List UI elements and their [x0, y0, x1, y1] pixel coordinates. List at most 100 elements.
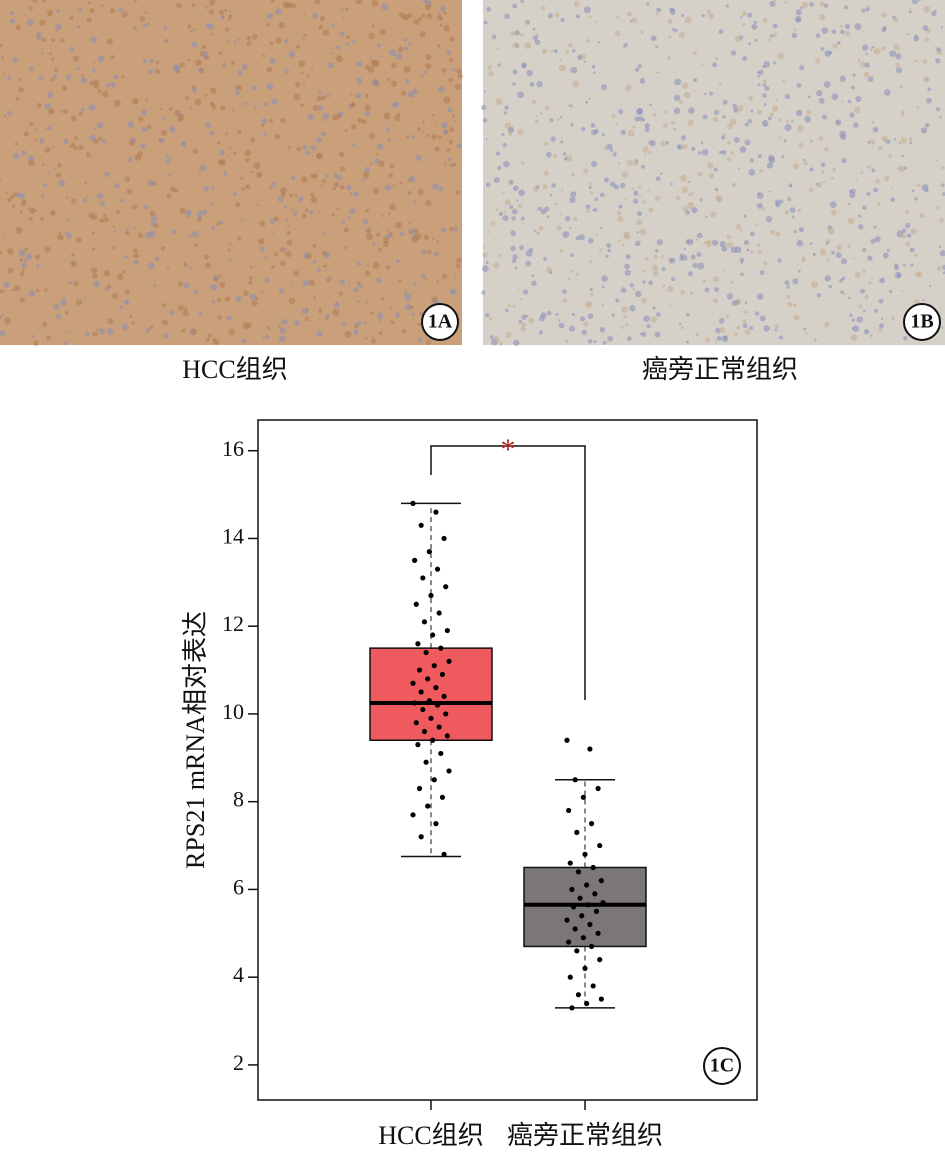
cell — [210, 283, 218, 291]
cell — [667, 56, 671, 60]
cell — [685, 210, 691, 216]
cell — [844, 23, 851, 30]
cell — [243, 102, 248, 106]
cell — [708, 91, 714, 96]
cell — [386, 265, 391, 270]
cell — [715, 195, 722, 202]
cell — [693, 77, 698, 83]
cell — [731, 300, 738, 306]
cell — [124, 230, 130, 236]
cell — [250, 265, 253, 269]
cell — [332, 187, 336, 191]
cell — [830, 209, 837, 216]
cell — [493, 177, 500, 184]
cell — [867, 76, 874, 83]
cell — [634, 116, 640, 122]
cell — [425, 340, 431, 346]
cell — [853, 122, 859, 128]
cell — [251, 300, 258, 307]
cell — [199, 51, 205, 56]
cell — [190, 328, 198, 335]
cell — [102, 138, 107, 144]
cell — [842, 276, 846, 280]
cell — [789, 207, 796, 213]
cell — [623, 42, 628, 48]
cell — [640, 331, 647, 337]
cell — [7, 110, 13, 116]
cell — [245, 184, 251, 190]
cell — [338, 111, 344, 117]
point — [410, 812, 416, 818]
cell — [15, 227, 23, 234]
cell — [893, 138, 897, 141]
cell — [777, 52, 785, 60]
cell — [511, 208, 518, 215]
cell — [757, 154, 763, 159]
cell — [248, 276, 253, 280]
cell — [680, 326, 685, 330]
cell — [131, 97, 139, 105]
cell — [559, 115, 563, 119]
cell — [570, 66, 578, 74]
cell — [422, 120, 425, 124]
cell — [784, 280, 790, 286]
cell — [577, 55, 582, 60]
cell — [744, 122, 749, 127]
cell — [503, 111, 508, 115]
cell — [940, 183, 945, 188]
cell — [549, 118, 554, 123]
cell — [18, 249, 26, 257]
cell — [705, 240, 712, 248]
cell — [452, 226, 459, 232]
cell — [364, 104, 372, 112]
cell — [362, 171, 370, 179]
cell — [3, 281, 10, 288]
cell — [266, 66, 273, 73]
cell — [53, 74, 58, 79]
cell — [755, 223, 758, 226]
cell — [318, 317, 321, 320]
cell — [505, 308, 509, 312]
cell — [305, 308, 309, 311]
cell — [850, 334, 858, 341]
cell — [639, 77, 646, 84]
cell — [678, 32, 686, 39]
micrographs — [0, 0, 945, 346]
cell — [441, 273, 448, 279]
cell — [706, 162, 714, 169]
cell — [113, 74, 119, 80]
cell — [831, 250, 836, 255]
cell — [641, 117, 646, 122]
cell — [35, 263, 40, 268]
cell — [204, 93, 208, 97]
point — [421, 728, 428, 735]
cell — [862, 268, 867, 273]
cell — [366, 228, 372, 233]
cell — [626, 11, 633, 17]
cell — [485, 312, 490, 318]
cell — [711, 239, 718, 246]
cell — [96, 192, 104, 199]
cell — [253, 162, 261, 170]
cell — [397, 46, 404, 53]
cell — [784, 209, 790, 215]
cell — [420, 74, 424, 77]
cell — [9, 18, 16, 24]
cell — [633, 190, 639, 196]
cell — [924, 37, 930, 43]
cell — [744, 329, 751, 336]
cell — [889, 289, 893, 294]
cell — [84, 331, 90, 337]
cell — [825, 118, 828, 121]
cell — [405, 79, 410, 84]
cell — [378, 247, 383, 252]
cell — [99, 200, 106, 207]
cell — [312, 104, 319, 111]
cell — [732, 183, 736, 187]
cell — [616, 16, 619, 19]
cell — [827, 50, 832, 55]
cell — [502, 191, 505, 194]
x-tick-label: HCC组织 — [378, 1121, 483, 1150]
cell — [310, 196, 318, 204]
point — [436, 724, 442, 730]
